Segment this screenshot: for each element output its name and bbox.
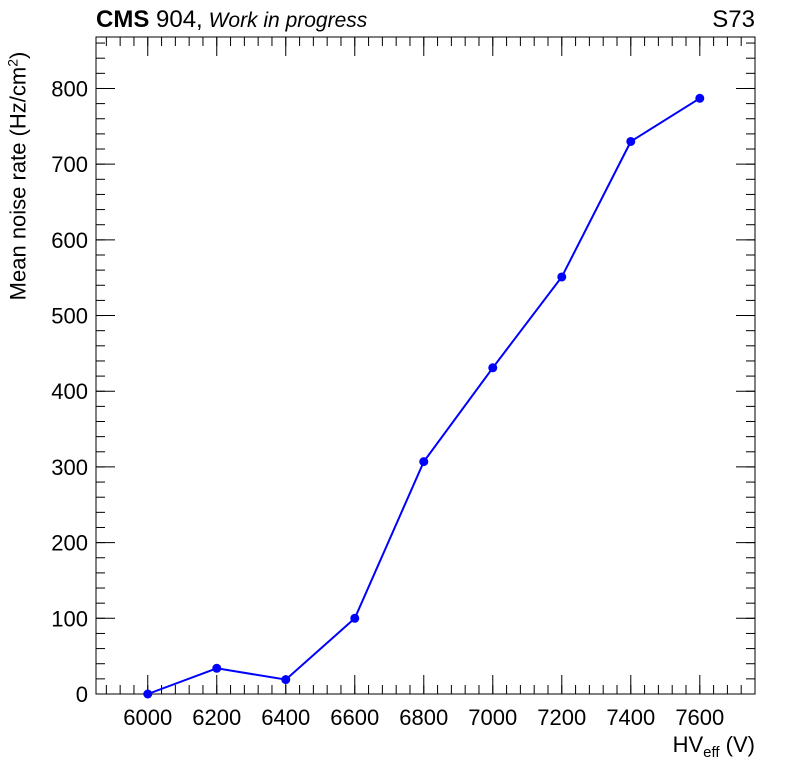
experiment-name: CMS <box>96 6 150 33</box>
y-tick-label: 700 <box>51 152 88 177</box>
y-tick-label: 400 <box>51 379 88 404</box>
x-tick-label: 6400 <box>261 705 310 730</box>
sample-label: S73 <box>712 6 755 33</box>
x-tick-label: 6800 <box>399 705 448 730</box>
x-tick-label: 6600 <box>330 705 379 730</box>
data-point <box>419 457 429 467</box>
data-point <box>212 663 222 673</box>
data-point <box>488 363 498 373</box>
y-axis-label: Mean noise rate (Hz/cm2) <box>4 51 31 301</box>
y-tick-label: 100 <box>51 606 88 631</box>
data-point <box>695 93 705 103</box>
y-tick-label: 800 <box>51 76 88 101</box>
y-tick-label: 200 <box>51 531 88 556</box>
series-line <box>147 97 701 695</box>
data-points <box>143 93 705 699</box>
x-tick-label: 6000 <box>123 705 172 730</box>
site-name: 904, <box>149 6 203 33</box>
data-point <box>143 689 153 699</box>
y-tick-label: 500 <box>51 304 88 329</box>
data-point <box>557 272 567 282</box>
x-tick-label: 7200 <box>537 705 586 730</box>
y-tick-label: 300 <box>51 455 88 480</box>
x-tick-label: 7400 <box>606 705 655 730</box>
y-tick-label: 0 <box>76 682 88 707</box>
x-axis-label: HVeff (V) <box>672 732 755 761</box>
x-tick-label: 7000 <box>468 705 517 730</box>
data-point <box>626 136 636 146</box>
x-tick-label: 7600 <box>675 705 724 730</box>
y-tick-label: 600 <box>51 228 88 253</box>
cms-label: CMS 904, Work in progress <box>96 6 367 34</box>
plot-frame <box>95 36 756 695</box>
status-text: Work in progress <box>202 9 368 32</box>
minor-ticks <box>96 37 756 695</box>
x-axis-ticks: 6000 6200 6400 6600 6800 7000 7200 7400 7600 <box>123 37 724 730</box>
y-axis-ticks: 0 100 200 300 400 500 600 700 800 <box>51 76 755 707</box>
data-point <box>281 675 291 685</box>
data-point <box>350 613 360 623</box>
x-tick-label: 6200 <box>192 705 241 730</box>
